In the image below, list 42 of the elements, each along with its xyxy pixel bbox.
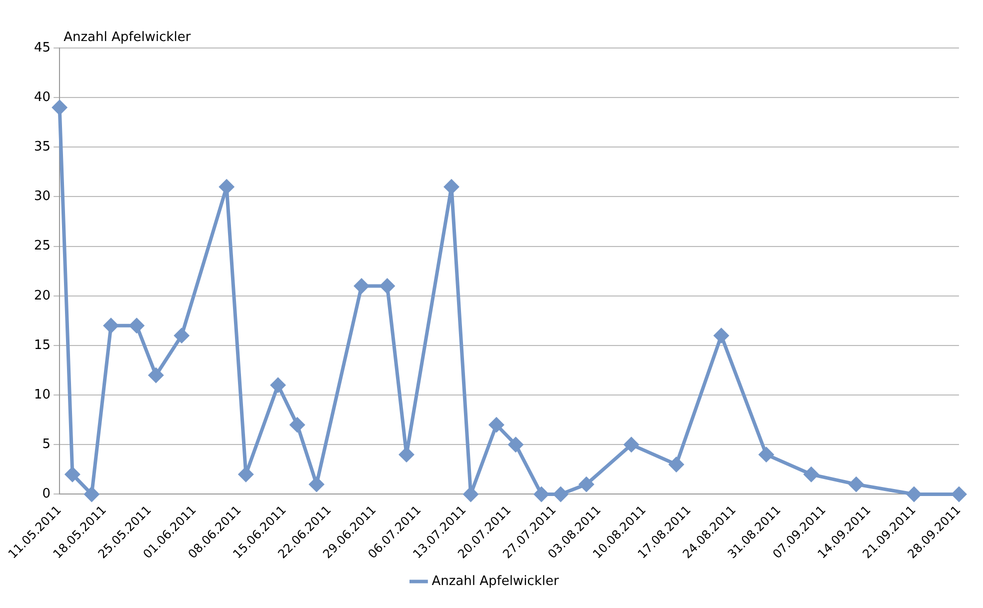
y-tick-label: 35 xyxy=(34,140,51,155)
point xyxy=(148,368,164,382)
y-tick-label: 5 xyxy=(42,437,51,452)
point xyxy=(65,467,80,482)
point xyxy=(84,486,99,502)
point xyxy=(579,477,594,492)
point xyxy=(669,457,684,472)
y-tick-label: 30 xyxy=(34,189,51,204)
point xyxy=(759,447,774,462)
y-tick-label: 25 xyxy=(34,238,51,254)
point xyxy=(848,477,864,492)
point xyxy=(508,437,523,452)
point xyxy=(444,180,459,194)
point xyxy=(714,328,729,343)
y-tick-label: 15 xyxy=(34,338,51,353)
point xyxy=(952,486,966,502)
point xyxy=(309,477,324,492)
y-tick-label: 20 xyxy=(34,288,51,304)
point xyxy=(52,100,67,115)
point xyxy=(290,418,305,432)
point xyxy=(624,437,639,452)
point xyxy=(104,318,118,333)
point xyxy=(906,486,922,502)
point xyxy=(399,447,414,462)
point xyxy=(534,486,549,502)
point xyxy=(804,467,818,482)
point xyxy=(463,486,478,502)
point xyxy=(129,318,144,333)
point xyxy=(219,180,234,194)
point xyxy=(174,328,189,343)
point xyxy=(489,418,504,432)
y-tick-label: 10 xyxy=(34,387,51,402)
point xyxy=(238,467,254,482)
legend-label: Anzahl Apfelwickler xyxy=(432,574,560,589)
point xyxy=(553,486,568,502)
y-axis-title: Anzahl Apfelwickler xyxy=(64,30,192,45)
y-tick-label: 40 xyxy=(34,90,51,105)
point xyxy=(270,378,286,392)
y-tick-label: 0 xyxy=(42,486,51,502)
point xyxy=(380,278,394,294)
y-tick-label: 45 xyxy=(34,40,51,56)
point xyxy=(354,278,369,294)
